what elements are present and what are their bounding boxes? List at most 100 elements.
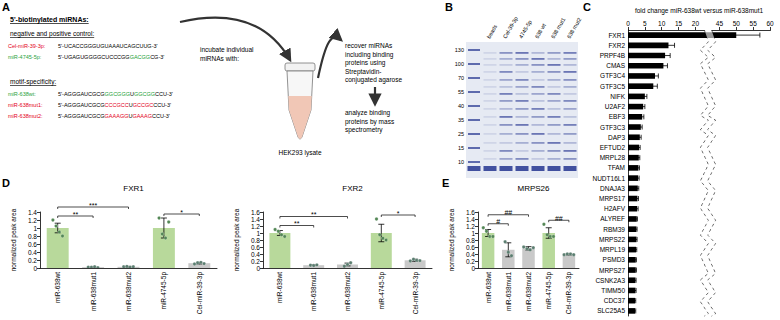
svg-text:*: * xyxy=(397,210,400,217)
svg-text:miR-4745-5p: miR-4745-5p xyxy=(545,272,553,310)
svg-text:***: *** xyxy=(89,202,97,209)
svg-text:1.2: 1.2 xyxy=(466,223,475,230)
svg-text:miR-638mut1:: miR-638mut1: xyxy=(8,102,43,108)
svg-text:PSMD3: PSMD3 xyxy=(603,256,626,263)
svg-text:1.6: 1.6 xyxy=(466,209,475,216)
svg-text:10: 10 xyxy=(458,159,464,165)
svg-text:D: D xyxy=(2,177,10,189)
svg-text:CDC37: CDC37 xyxy=(604,297,626,304)
svg-text:**: ** xyxy=(73,211,79,218)
svg-text:U2AF2: U2AF2 xyxy=(605,103,626,110)
svg-text:638 mut1: 638 mut1 xyxy=(550,17,567,40)
svg-text:0.2: 0.2 xyxy=(28,257,37,264)
svg-text:normalized peak area: normalized peak area xyxy=(233,208,241,271)
svg-text:Streptavidin-: Streptavidin- xyxy=(345,68,382,76)
svg-text:0: 0 xyxy=(256,265,260,272)
svg-text:spectrometry: spectrometry xyxy=(345,126,383,134)
svg-text:MRPL19: MRPL19 xyxy=(600,246,626,253)
svg-text:1: 1 xyxy=(33,225,37,232)
svg-text:PRPF4B: PRPF4B xyxy=(600,52,625,59)
svg-text:TFAM: TFAM xyxy=(608,164,625,171)
svg-text:**: ** xyxy=(311,211,317,218)
svg-text:negative and positive control:: negative and positive control: xyxy=(10,30,94,38)
svg-text:55: 55 xyxy=(458,89,464,95)
svg-text:CSNK2A3: CSNK2A3 xyxy=(595,277,625,284)
svg-text:B: B xyxy=(445,1,453,13)
svg-text:miR-638wt: miR-638wt xyxy=(54,272,61,303)
svg-text:EFTUD2: EFTUD2 xyxy=(600,144,626,151)
svg-text:miR-4745-5p: miR-4745-5p xyxy=(378,272,386,310)
svg-text:GTF3C3: GTF3C3 xyxy=(600,124,625,131)
svg-text:100: 100 xyxy=(455,61,464,67)
svg-text:normalized peak area: normalized peak area xyxy=(448,208,456,271)
svg-text:EBF3: EBF3 xyxy=(609,113,626,120)
svg-text:miR-638wt: miR-638wt xyxy=(276,272,283,303)
svg-text:##: ## xyxy=(504,209,512,216)
svg-text:miR-638mut1: miR-638mut1 xyxy=(310,272,317,311)
svg-text:35: 35 xyxy=(458,117,464,123)
svg-text:5'-AGGGAUCGCGGGCGGGUGGCGGCCU-3: 5'-AGGGAUCGCGGGCGGGUGGCGGCCU-3' xyxy=(58,91,173,97)
svg-text:FXR2: FXR2 xyxy=(342,184,363,193)
svg-text:H2AFV: H2AFV xyxy=(604,205,626,212)
svg-text:miR-638mut1: miR-638mut1 xyxy=(90,272,97,311)
svg-text:*: * xyxy=(180,209,183,216)
svg-text:0.6: 0.6 xyxy=(28,241,37,248)
svg-text:NUDT16L1: NUDT16L1 xyxy=(592,175,625,182)
svg-text:0.4: 0.4 xyxy=(251,251,260,258)
svg-text:5'-UGAGUGGGGCUCCCGGGACGGCG-3': 5'-UGAGUGGGGCUCCCGGGACGGCG-3' xyxy=(58,54,164,60)
svg-text:4745-5p: 4745-5p xyxy=(518,19,533,39)
svg-text:NIFK: NIFK xyxy=(610,93,625,100)
svg-text:proteins using: proteins using xyxy=(345,59,386,67)
svg-text:1.4: 1.4 xyxy=(466,216,475,223)
svg-text:HEK293 lysate: HEK293 lysate xyxy=(279,149,322,157)
svg-text:miR-638mut1: miR-638mut1 xyxy=(505,272,512,311)
svg-text:motif-specificity:: motif-specificity: xyxy=(10,78,56,86)
svg-text:1.6: 1.6 xyxy=(251,209,260,216)
svg-text:E: E xyxy=(442,177,449,189)
svg-text:1: 1 xyxy=(256,230,260,237)
svg-text:1.4: 1.4 xyxy=(28,209,37,216)
svg-text:DNAJA3: DNAJA3 xyxy=(600,185,625,192)
svg-text:0.2: 0.2 xyxy=(466,258,475,265)
svg-text:0.8: 0.8 xyxy=(28,233,37,240)
svg-text:conjugated agarose: conjugated agarose xyxy=(345,76,402,84)
svg-text:FXR1: FXR1 xyxy=(123,184,144,193)
svg-text:Cel-miR-39-3p: Cel-miR-39-3p xyxy=(412,272,420,315)
svg-text:50: 50 xyxy=(733,20,741,27)
svg-text:0.4: 0.4 xyxy=(466,251,475,258)
svg-text:5'-UCACCGGGUGUAAAUCAGCUUG-3': 5'-UCACCGGGUGUAAAUCAGCUUG-3' xyxy=(58,43,158,49)
svg-text:5'-AGGGAUCGCGGAAAGGUGAAAGCCU-3: 5'-AGGGAUCGCGGAAAGGUGAAAGCCU-3' xyxy=(58,113,170,119)
svg-text:RBM39: RBM39 xyxy=(603,226,625,233)
svg-text:5'-AGGGAUCGCGCCCGCCUGCCGCCCU-3: 5'-AGGGAUCGCGCCCGCCUGCCGCCCU-3' xyxy=(58,102,171,108)
svg-text:130: 130 xyxy=(455,47,464,53)
svg-text:miR-638mut2: miR-638mut2 xyxy=(125,272,132,311)
svg-text:DAP3: DAP3 xyxy=(608,134,625,141)
svg-text:0.2: 0.2 xyxy=(251,258,260,265)
svg-text:70: 70 xyxy=(458,75,464,81)
svg-text:55: 55 xyxy=(750,20,758,27)
svg-text:0.8: 0.8 xyxy=(251,237,260,244)
svg-text:beads: beads xyxy=(486,23,499,39)
svg-text:5: 5 xyxy=(643,20,647,27)
svg-text:fold change miR-638wt versus m: fold change miR-638wt versus miR-638mut1 xyxy=(635,7,764,15)
svg-text:15: 15 xyxy=(458,145,464,151)
svg-text:incubate individual: incubate individual xyxy=(200,46,254,53)
svg-text:MRPS17: MRPS17 xyxy=(599,195,625,202)
svg-text:including binding: including binding xyxy=(345,51,394,59)
svg-text:GTF3C4: GTF3C4 xyxy=(600,72,625,79)
svg-text:miR-638mut2:: miR-638mut2: xyxy=(8,113,43,119)
svg-text:GTF3C5: GTF3C5 xyxy=(600,83,625,90)
svg-text:FXR2: FXR2 xyxy=(608,42,625,49)
svg-text:0: 0 xyxy=(33,265,37,272)
svg-text:Cel-miR-39-3p: Cel-miR-39-3p xyxy=(565,272,573,315)
svg-text:0.4: 0.4 xyxy=(28,249,37,256)
svg-text:miRNAs with:: miRNAs with: xyxy=(200,55,239,62)
svg-text:miR-638mut2: miR-638mut2 xyxy=(344,272,351,311)
svg-text:MRPL28: MRPL28 xyxy=(600,154,626,161)
svg-text:ALYREF: ALYREF xyxy=(600,215,625,222)
svg-text:proteins by mass: proteins by mass xyxy=(345,118,395,126)
svg-text:10: 10 xyxy=(658,20,666,27)
svg-text:miR-638wt:: miR-638wt: xyxy=(8,91,36,97)
svg-text:miR-4745-5p: miR-4745-5p xyxy=(160,272,168,310)
svg-text:45: 45 xyxy=(716,20,724,27)
